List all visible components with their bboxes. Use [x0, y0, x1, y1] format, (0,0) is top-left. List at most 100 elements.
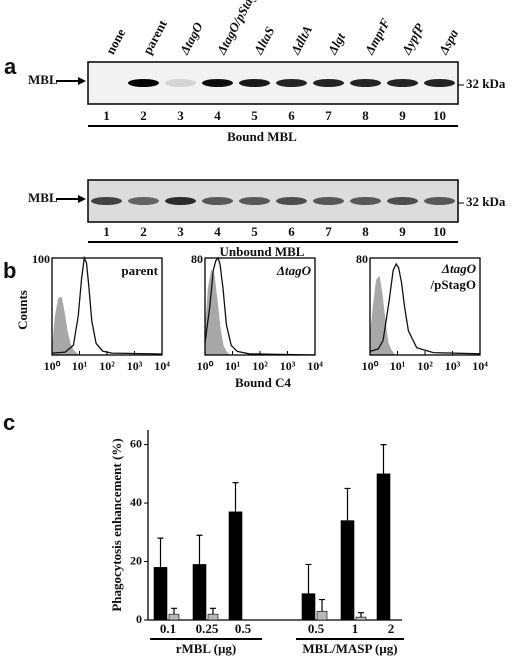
band — [423, 79, 456, 87]
lane-number: 6 — [288, 224, 295, 239]
error-bar — [157, 537, 164, 568]
lane-number: 8 — [362, 108, 369, 123]
arrow-head — [78, 195, 86, 203]
y-tick-label: 20 — [130, 553, 142, 567]
band — [312, 197, 345, 205]
lane-label: ΔmprF — [361, 15, 393, 57]
x-tick-label: 2 — [388, 621, 395, 636]
y-tick-label: 100 — [32, 252, 50, 266]
band — [127, 79, 160, 87]
error-bar — [305, 563, 312, 594]
lane-label: ΔtagO — [176, 19, 206, 58]
x-tick-label: 10⁴ — [154, 359, 170, 373]
error-bar — [210, 607, 216, 615]
band — [201, 79, 234, 87]
arrow-head — [78, 77, 86, 85]
group-label: rMBL (µg) — [176, 641, 237, 656]
y-tick-label: 80 — [356, 252, 368, 266]
x-tick-label: 0.5 — [308, 621, 325, 636]
panel-letter: a — [4, 54, 17, 79]
band — [90, 197, 123, 205]
lane-number: 7 — [325, 224, 332, 239]
lane-number: 9 — [399, 108, 406, 123]
histogram-line — [369, 262, 481, 355]
lane-number: 10 — [433, 224, 446, 239]
x-tick-label: 10¹ — [72, 359, 88, 373]
bar — [168, 613, 180, 621]
lane-label: none — [103, 26, 129, 57]
lane-number: 4 — [214, 108, 221, 123]
lane-number: 5 — [251, 224, 258, 239]
bar — [340, 520, 355, 621]
panel-letter: c — [3, 410, 15, 435]
lane-number: 1 — [103, 108, 110, 123]
y-axis-label: Phagocytosis enhancement (%) — [109, 438, 124, 611]
band — [275, 197, 308, 205]
band — [386, 197, 419, 205]
error-bar — [196, 534, 203, 565]
lane-number: 6 — [288, 108, 295, 123]
x-tick-label: 10⁰ — [44, 359, 61, 373]
lane-label: Δspa — [435, 26, 461, 58]
x-tick-label: 0.25 — [196, 621, 219, 636]
lane-number: 7 — [325, 108, 332, 123]
x-tick-label: 10⁴ — [472, 359, 488, 373]
x-tick-label: 10¹ — [390, 359, 406, 373]
band — [312, 79, 345, 87]
band — [201, 197, 234, 205]
lane-number: 3 — [177, 108, 184, 123]
x-tick-label: 10⁴ — [307, 359, 323, 373]
bar — [376, 473, 391, 621]
x-tick-label: 10³ — [280, 359, 296, 373]
size-marker: 32 kDa — [466, 194, 506, 209]
x-tick-label: 0.1 — [160, 621, 176, 636]
band — [238, 79, 271, 87]
blot-label: MBL — [28, 72, 58, 87]
blot-label: MBL — [28, 190, 58, 205]
x-tick-label: 10² — [99, 359, 115, 373]
x-tick-label: 0.5 — [235, 621, 252, 636]
y-tick-label: 0 — [136, 612, 142, 626]
band — [386, 79, 419, 87]
bar — [228, 511, 243, 621]
histogram-area — [51, 296, 81, 356]
size-marker: 32 kDa — [466, 76, 506, 91]
band — [275, 79, 308, 87]
bar — [192, 564, 207, 621]
error-bar — [171, 607, 177, 615]
bar — [355, 616, 367, 621]
bar — [153, 567, 168, 621]
x-axis-label: Bound C4 — [235, 375, 291, 390]
lane-number: 8 — [362, 224, 369, 239]
lane-label: Δlgt — [324, 30, 348, 58]
lane-number: 3 — [177, 224, 184, 239]
histogram-line — [51, 255, 163, 355]
plot-title: ΔtagO — [276, 263, 312, 278]
bar — [207, 613, 219, 621]
group-label: MBL/MASP (µg) — [302, 641, 397, 656]
lane-number: 9 — [399, 224, 406, 239]
y-tick-label: 60 — [130, 436, 142, 450]
error-bar — [358, 612, 364, 618]
band — [164, 197, 197, 205]
band — [349, 197, 382, 205]
lane-number: 4 — [214, 224, 221, 239]
band — [423, 197, 456, 205]
x-tick-label: 10¹ — [225, 359, 241, 373]
error-bar — [232, 482, 239, 512]
band — [164, 79, 197, 87]
lane-label: ΔdltA — [287, 23, 315, 58]
blot-title: Unbound MBL — [220, 244, 305, 259]
plot-title: ΔtagO — [441, 261, 477, 276]
bar — [301, 593, 316, 621]
x-tick-label: 10³ — [445, 359, 461, 373]
blot-title: Bound MBL — [227, 129, 297, 144]
lane-number: 5 — [251, 108, 258, 123]
band — [238, 197, 271, 205]
lane-label: parent — [140, 17, 171, 57]
x-tick-label: 1 — [352, 621, 359, 636]
error-bar — [319, 598, 325, 612]
bar — [316, 610, 328, 621]
lane-label: ΔltaS — [250, 24, 277, 58]
band — [349, 79, 382, 87]
